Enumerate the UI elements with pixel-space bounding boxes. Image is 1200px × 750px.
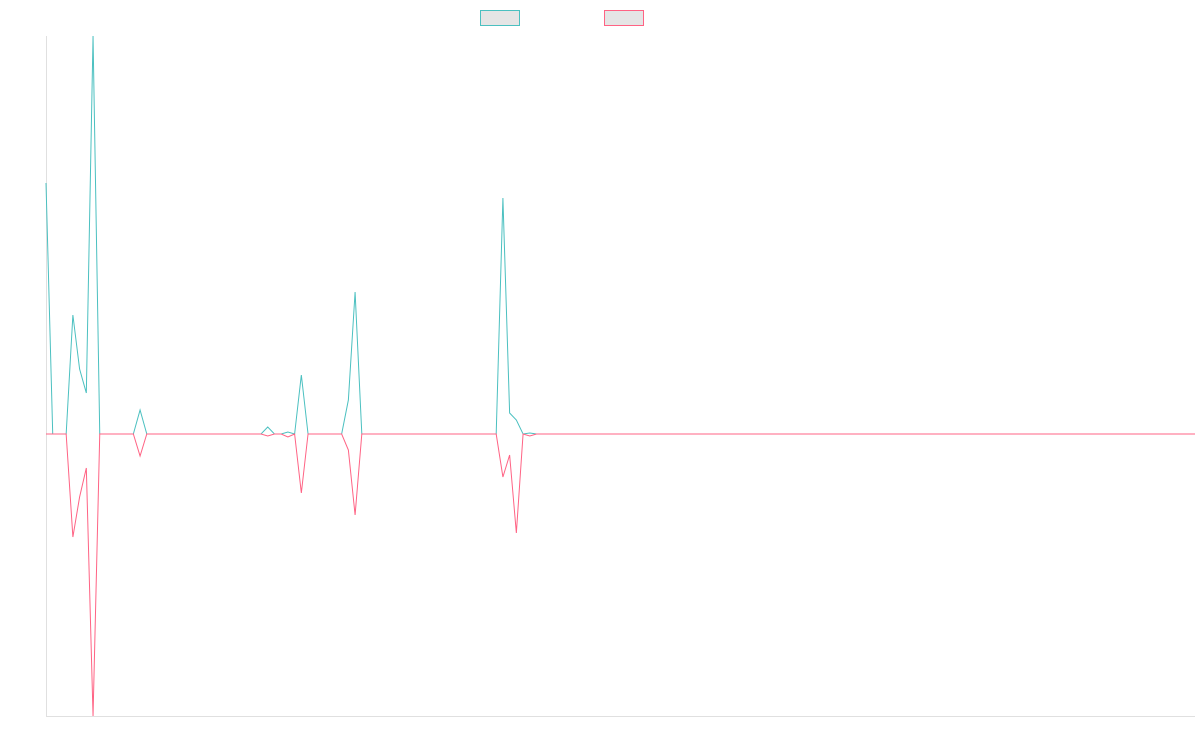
series-layer	[45, 35, 1195, 717]
legend-item-series-2[interactable]	[604, 10, 644, 26]
series-2	[46, 433, 1195, 717]
series-2-line	[46, 433, 1195, 717]
series-1-line	[45, 35, 1195, 435]
legend-item-series-1[interactable]	[480, 10, 520, 26]
series-1	[45, 35, 1195, 435]
